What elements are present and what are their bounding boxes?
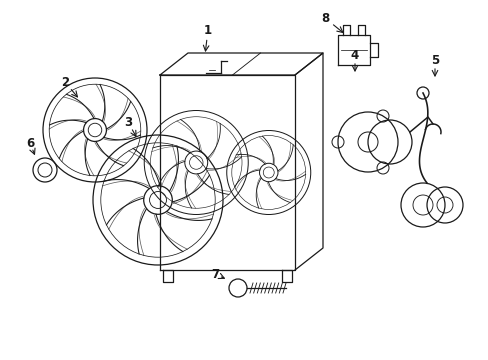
Text: 7: 7 — [210, 267, 219, 280]
Text: 5: 5 — [430, 54, 438, 67]
Text: 4: 4 — [350, 49, 358, 62]
Text: 2: 2 — [61, 76, 69, 89]
Text: 8: 8 — [320, 12, 328, 24]
Text: 3: 3 — [123, 116, 132, 129]
Text: 6: 6 — [26, 136, 34, 149]
Text: 1: 1 — [203, 23, 212, 36]
